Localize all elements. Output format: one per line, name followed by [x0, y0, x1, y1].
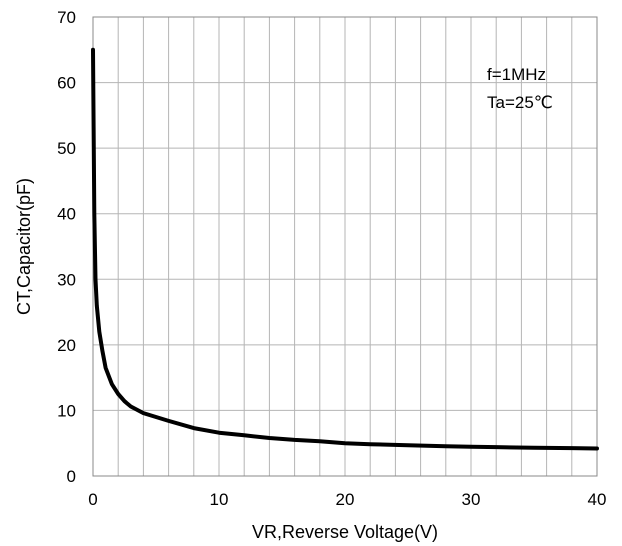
y-tick-label: 20 — [57, 336, 76, 355]
y-tick-label: 60 — [57, 74, 76, 93]
y-tick-label: 50 — [57, 139, 76, 158]
x-axis-label: VR,Reverse Voltage(V) — [252, 522, 438, 542]
grid — [92, 16, 598, 477]
series-line-capacitance — [91, 47, 599, 451]
x-tick-label: 10 — [210, 490, 229, 509]
tick-labels: 0 10 20 30 40 0 10 20 30 40 50 60 70 — [57, 8, 606, 509]
annotation-frequency: f=1MHz — [487, 65, 546, 84]
y-tick-label: 40 — [57, 205, 76, 224]
x-tick-label: 30 — [462, 490, 481, 509]
y-tick-label: 0 — [67, 467, 76, 486]
x-tick-label: 20 — [336, 490, 355, 509]
y-tick-label: 70 — [57, 8, 76, 27]
x-tick-label: 0 — [88, 490, 97, 509]
annotation-temperature: Ta=25℃ — [487, 93, 553, 112]
y-tick-label: 10 — [57, 401, 76, 420]
y-tick-label: 30 — [57, 270, 76, 289]
y-axis-label: CT,Capacitor(pF) — [14, 178, 34, 315]
x-tick-label: 40 — [588, 490, 607, 509]
